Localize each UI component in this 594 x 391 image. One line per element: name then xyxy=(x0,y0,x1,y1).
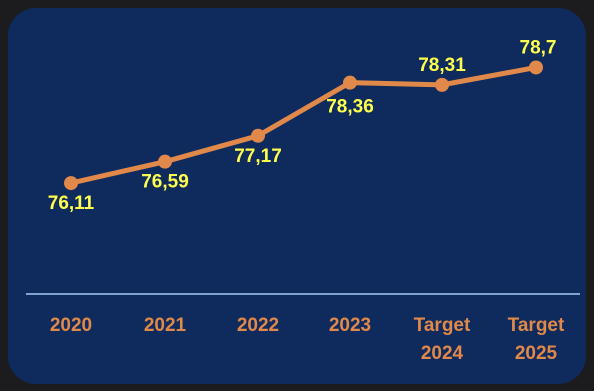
data-label-3: 77,17 xyxy=(234,146,282,167)
x-tick-label-6-line-2: 2025 xyxy=(515,343,558,364)
data-point-1 xyxy=(64,176,78,191)
data-point-3 xyxy=(251,128,265,143)
data-label-5: 78,31 xyxy=(418,55,466,76)
data-label-2: 76,59 xyxy=(141,172,189,193)
x-tick-label-1: 2020 xyxy=(50,315,92,336)
data-point-5 xyxy=(435,77,449,92)
data-point-6 xyxy=(529,60,543,75)
data-label-1: 76,11 xyxy=(48,193,95,214)
data-point-4 xyxy=(343,75,357,90)
x-tick-label-5-line-1: Target xyxy=(414,315,471,336)
x-tick-label-3: 2022 xyxy=(237,315,279,336)
x-tick-label-2: 2021 xyxy=(144,315,187,336)
data-point-2 xyxy=(158,154,172,169)
x-tick-label-6-line-1: Target xyxy=(508,315,565,336)
data-label-4: 78,36 xyxy=(326,97,374,118)
data-label-6: 78,7 xyxy=(520,37,557,58)
x-tick-label-4: 2023 xyxy=(329,315,371,336)
x-tick-label-5-line-2: 2024 xyxy=(421,343,464,364)
series-line xyxy=(68,64,539,186)
line-chart: 76,11 76,59 77,17 78,36 78,31 78,7 2020 2021 202… xyxy=(26,37,580,364)
chart-panel: 76,11 76,59 77,17 78,36 78,31 78,7 2020 2021 202… xyxy=(8,8,586,384)
